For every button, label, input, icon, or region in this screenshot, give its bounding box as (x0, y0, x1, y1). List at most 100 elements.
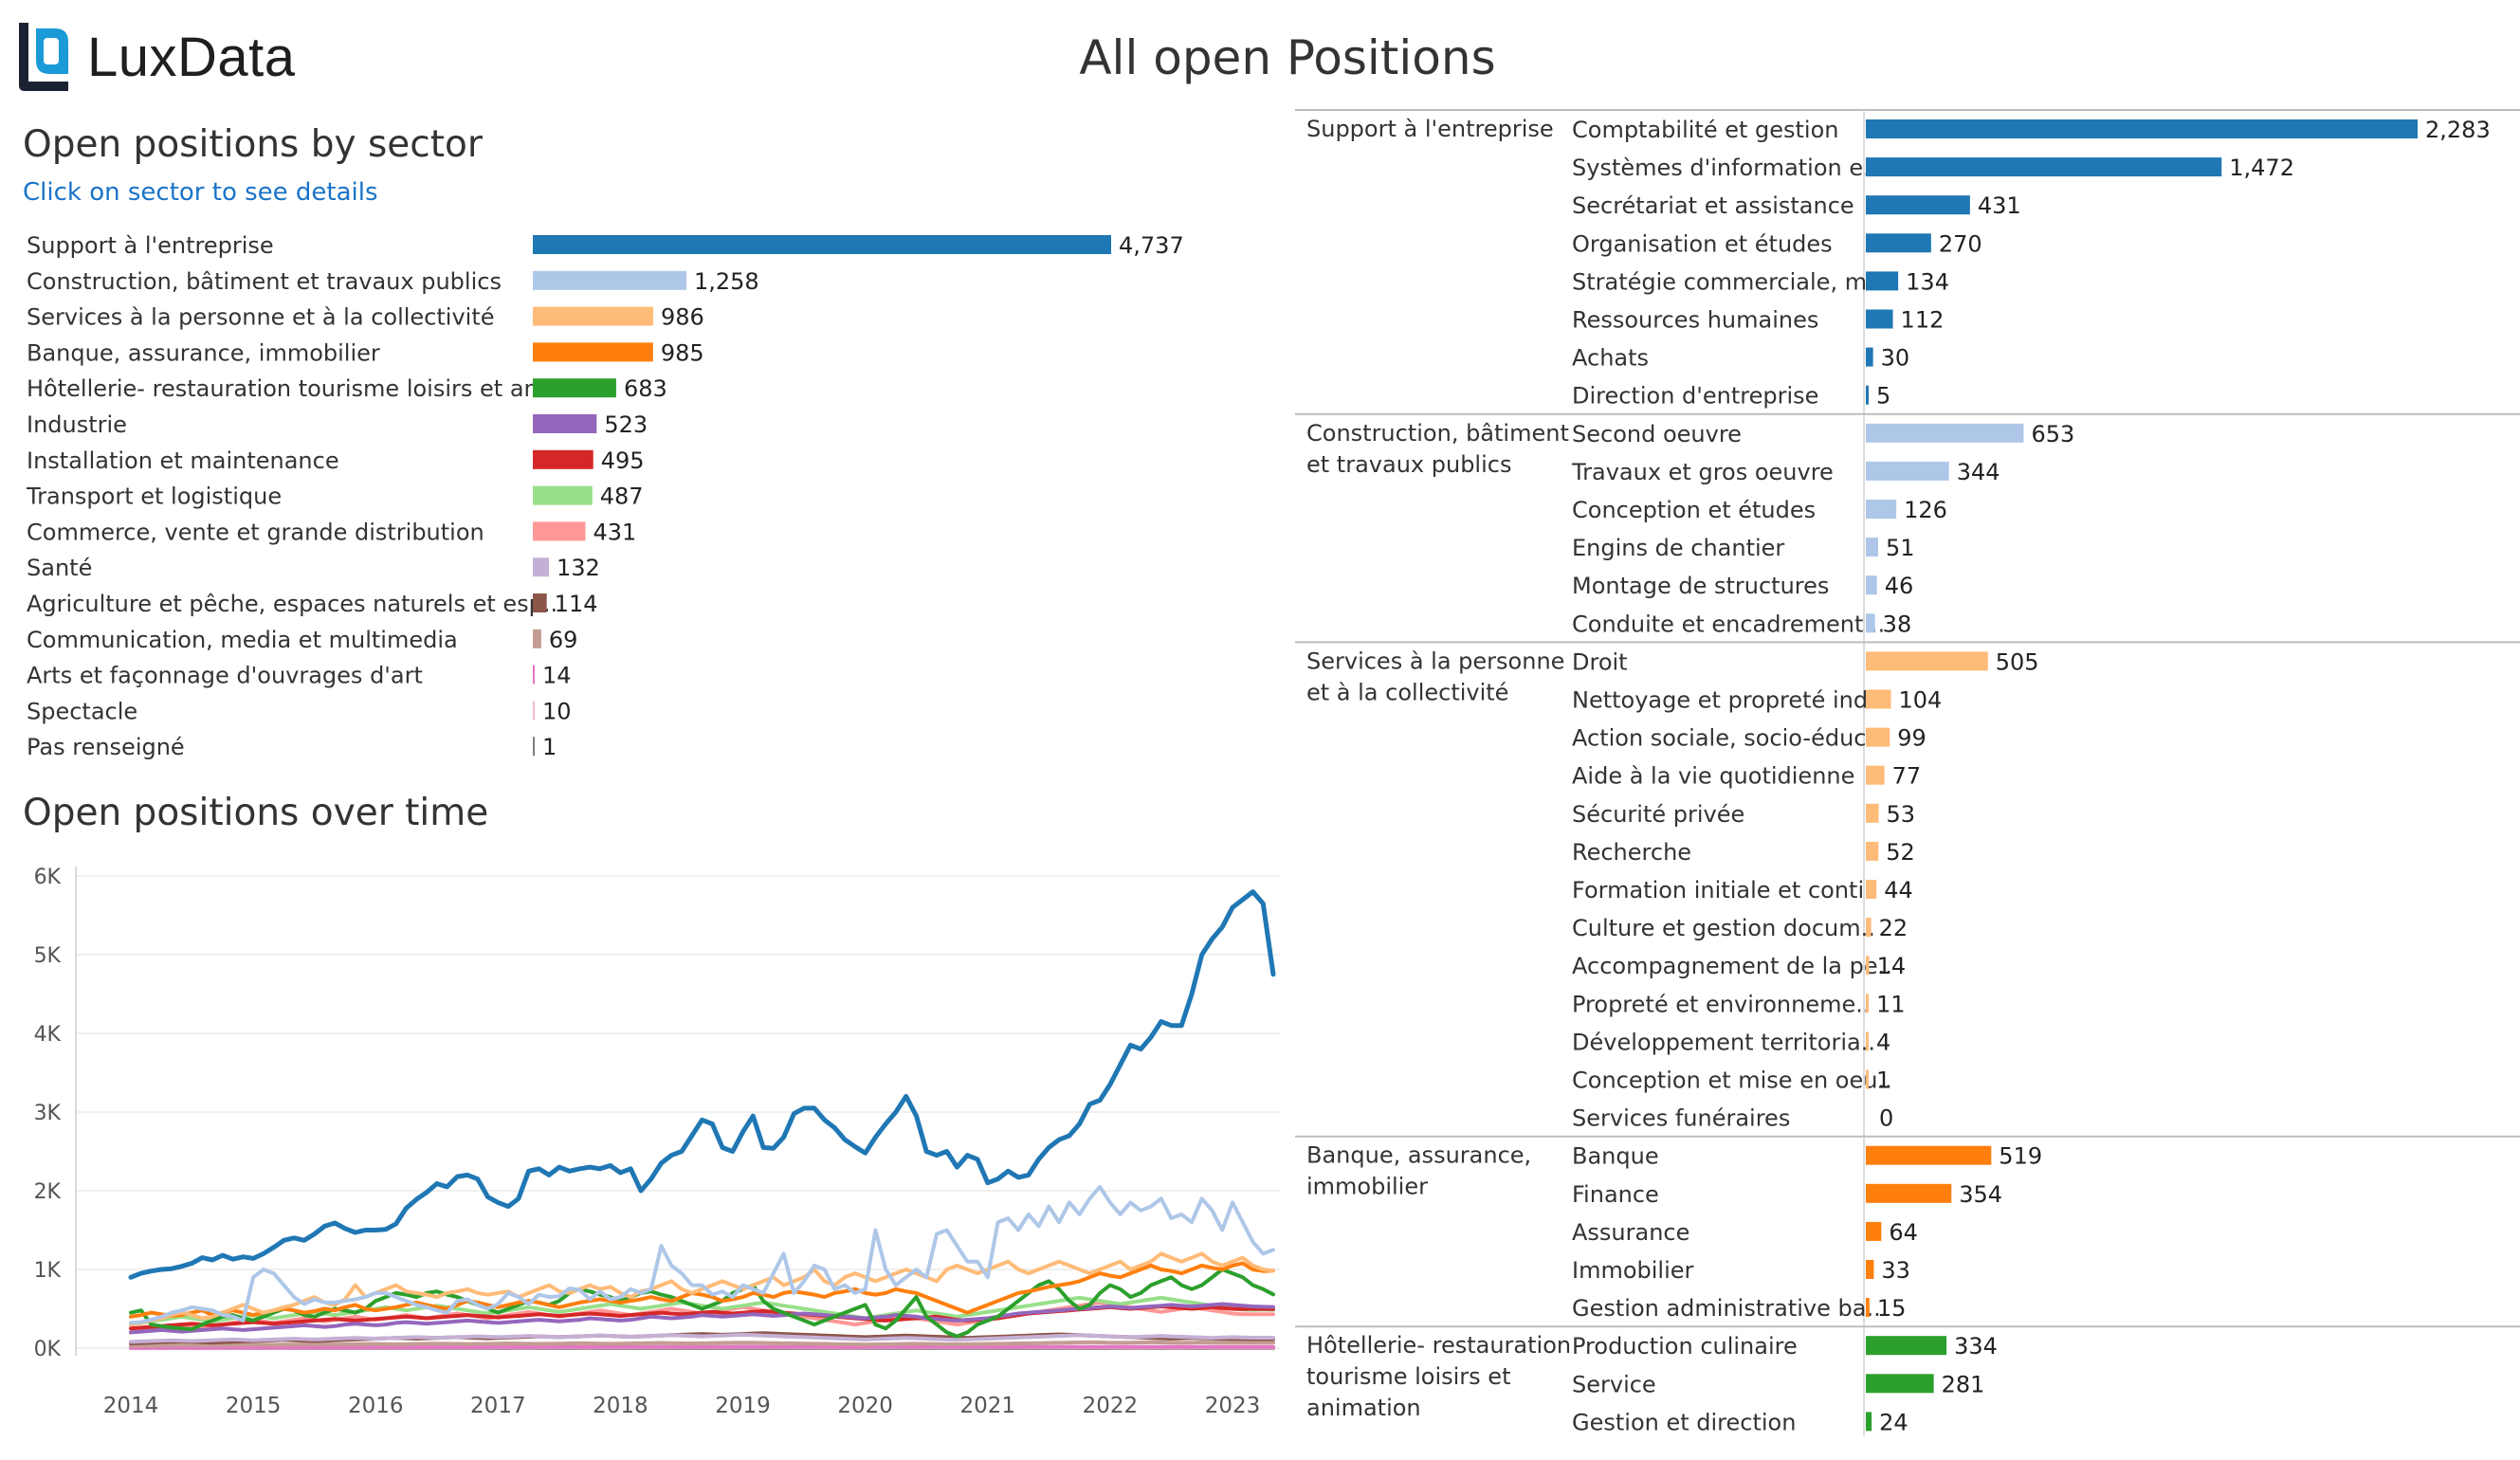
detail-label[interactable]: Production culinaire (1572, 1333, 1798, 1360)
sector-bar[interactable] (533, 235, 1111, 254)
sector-bar[interactable] (533, 701, 535, 721)
sector-bar[interactable] (533, 629, 541, 648)
series-line[interactable] (128, 889, 1276, 1280)
group-label[interactable]: Banque, assurance, (1306, 1142, 1531, 1169)
detail-label[interactable]: Conception et mise en oeu.. (1572, 1068, 1892, 1094)
series-line[interactable] (129, 1340, 1275, 1348)
detail-bar[interactable] (1866, 1221, 1882, 1241)
detail-bar[interactable] (1866, 575, 1877, 595)
group-label[interactable]: animation (1306, 1395, 1421, 1421)
detail-bar[interactable] (1866, 918, 1872, 938)
sector-bar[interactable] (533, 557, 549, 577)
detail-label[interactable]: Travaux et gros oeuvre (1571, 459, 1834, 485)
detail-label[interactable]: Services funéraires (1572, 1105, 1790, 1132)
detail-label[interactable]: Recherche (1572, 839, 1691, 866)
detail-label[interactable]: Second oeuvre (1572, 421, 1742, 447)
detail-bar[interactable] (1866, 1374, 1934, 1394)
detail-label[interactable]: Organisation et études (1572, 230, 1833, 257)
sector-bar[interactable] (533, 449, 593, 469)
detail-label[interactable]: Comptabilité et gestion (1572, 117, 1839, 143)
sector-label[interactable]: Communication, media et multimedia (27, 627, 458, 653)
sector-bar[interactable] (533, 737, 535, 757)
sector-bar[interactable] (533, 414, 597, 433)
detail-label[interactable]: Action sociale, socio-éduc.. (1572, 725, 1881, 752)
detail-label[interactable]: Ressources humaines (1572, 307, 1818, 334)
sector-bar[interactable] (533, 270, 686, 290)
sector-label[interactable]: Transport et logistique (26, 484, 282, 510)
sector-bar[interactable] (533, 665, 535, 684)
detail-label[interactable]: Droit (1572, 648, 1628, 675)
group-label[interactable]: Services à la personne (1306, 648, 1564, 674)
detail-label[interactable]: Montage de structures (1572, 573, 1829, 599)
detail-bar[interactable] (1866, 727, 1890, 747)
detail-bar[interactable] (1866, 157, 2222, 177)
detail-label[interactable]: Secrétariat et assistance (1572, 192, 1854, 219)
detail-label[interactable]: Engins de chantier (1572, 535, 1784, 561)
detail-label[interactable]: Gestion administrative ba.. (1572, 1295, 1881, 1322)
sector-bar[interactable] (533, 485, 593, 505)
group-label[interactable]: et travaux publics (1306, 451, 1511, 478)
detail-bar[interactable] (1866, 233, 1931, 253)
detail-bar[interactable] (1866, 1069, 1869, 1089)
sector-label[interactable]: Spectacle (27, 698, 137, 724)
group-label[interactable]: Hôtellerie- restauration (1306, 1332, 1571, 1359)
series-line[interactable] (129, 1268, 1275, 1339)
sector-label[interactable]: Arts et façonnage d'ouvrages d'art (27, 663, 423, 689)
detail-bar[interactable] (1866, 461, 1949, 481)
series-line[interactable] (129, 1332, 1275, 1344)
detail-bar[interactable] (1866, 994, 1869, 1013)
sector-label[interactable]: Banque, assurance, immobilier (27, 339, 380, 366)
detail-label[interactable]: Banque (1572, 1143, 1659, 1170)
detail-bar[interactable] (1866, 500, 1897, 519)
sector-label[interactable]: Services à la personne et à la collectiv… (27, 304, 495, 331)
detail-bar[interactable] (1866, 309, 1893, 329)
detail-bar[interactable] (1866, 1298, 1870, 1318)
detail-bar[interactable] (1866, 1145, 1992, 1165)
group-label[interactable]: tourisme loisirs et (1306, 1363, 1510, 1390)
detail-bar[interactable] (1866, 195, 1970, 215)
detail-label[interactable]: Service (1572, 1371, 1656, 1397)
sector-label[interactable]: Hôtellerie- restauration tourisme loisir… (27, 375, 553, 402)
series-line[interactable] (129, 1184, 1275, 1325)
sector-label[interactable]: Pas renseigné (27, 734, 185, 760)
sector-label[interactable]: Construction, bâtiment et travaux public… (27, 268, 502, 295)
detail-label[interactable]: Assurance (1572, 1219, 1689, 1246)
detail-bar[interactable] (1866, 271, 1899, 291)
detail-label[interactable]: Accompagnement de la pe.. (1572, 953, 1892, 979)
sector-bar[interactable] (533, 306, 653, 326)
detail-bar[interactable] (1866, 385, 1869, 405)
detail-label[interactable]: Sécurité privée (1572, 801, 1744, 828)
detail-label[interactable]: Finance (1572, 1181, 1659, 1208)
detail-bar[interactable] (1866, 956, 1870, 976)
detail-bar[interactable] (1866, 347, 1873, 367)
detail-bar[interactable] (1866, 1336, 1947, 1356)
group-label[interactable]: immobilier (1306, 1174, 1428, 1200)
detail-label[interactable]: Direction d'entreprise (1572, 383, 1818, 410)
detail-label[interactable]: Immobilier (1572, 1257, 1694, 1284)
detail-label[interactable]: Aide à la vie quotidienne (1572, 763, 1854, 790)
sector-panel-hint-link[interactable]: Click on sector to see details (23, 178, 378, 207)
detail-label[interactable]: Systèmes d'information e.. (1572, 155, 1877, 181)
detail-bar[interactable] (1866, 803, 1879, 823)
sector-label[interactable]: Industrie (27, 411, 127, 438)
detail-label[interactable]: Nettoyage et propreté ind.. (1572, 687, 1882, 714)
detail-bar[interactable] (1866, 689, 1891, 709)
detail-label[interactable]: Conduite et encadrement .. (1572, 611, 1885, 637)
detail-bar[interactable] (1866, 765, 1885, 785)
detail-bar[interactable] (1866, 538, 1879, 557)
detail-bar[interactable] (1866, 423, 2024, 443)
detail-bar[interactable] (1866, 651, 1988, 671)
detail-bar[interactable] (1866, 119, 2418, 138)
group-label[interactable]: Construction, bâtiment (1306, 420, 1569, 447)
detail-label[interactable]: Conception et études (1572, 497, 1816, 523)
sector-bar[interactable] (533, 593, 547, 612)
detail-bar[interactable] (1866, 613, 1875, 633)
sector-label[interactable]: Agriculture et pêche, espaces naturels e… (27, 591, 557, 617)
series-line[interactable] (129, 1344, 1275, 1350)
detail-label[interactable]: Culture et gestion docum.. (1572, 915, 1875, 941)
sector-label[interactable]: Support à l'entreprise (27, 232, 274, 259)
sector-bar[interactable] (533, 378, 616, 398)
detail-bar[interactable] (1866, 1412, 1872, 1432)
sector-label[interactable]: Installation et maintenance (27, 447, 339, 474)
detail-bar[interactable] (1866, 880, 1877, 899)
